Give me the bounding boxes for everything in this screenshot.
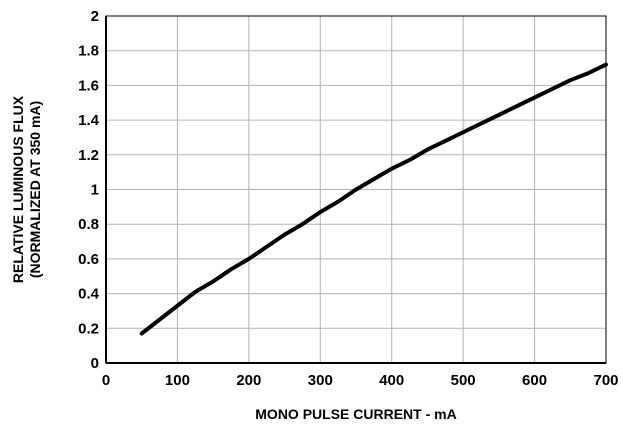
y-tick-label: 1 (91, 182, 99, 199)
y-tick-labels: 0 0.2 0.4 0.6 0.8 1 1.2 1.4 1.6 1.8 2 (78, 8, 100, 372)
x-tick-label: 400 (379, 372, 404, 389)
y-tick-label: 1.4 (78, 112, 100, 129)
y-tick-label: 1.2 (78, 147, 99, 164)
y-tick-label: 2 (91, 8, 99, 25)
y-tick-label: 0.2 (78, 320, 99, 337)
y-axis-title-line1: RELATIVE LUMINOUS FLUX (10, 95, 26, 283)
x-tick-label: 600 (522, 372, 547, 389)
y-tick-label: 0.4 (78, 286, 100, 303)
y-tick-label: 0 (91, 355, 99, 372)
x-tick-label: 700 (593, 372, 618, 389)
x-axis-title: MONO PULSE CURRENT - mA (255, 406, 456, 422)
x-tick-label: 0 (102, 372, 110, 389)
x-tick-label: 500 (451, 372, 476, 389)
y-tick-label: 0.6 (78, 251, 99, 268)
x-tick-labels: 0 100 200 300 400 500 600 700 (102, 372, 619, 389)
y-tick-label: 1.8 (78, 43, 99, 60)
y-axis-title-line2: (NORMALIZED AT 350 mA) (27, 101, 43, 278)
y-tick-label: 0.8 (78, 216, 99, 233)
series-line (139, 62, 608, 336)
y-tick-label: 1.6 (78, 77, 99, 94)
x-tick-label: 100 (165, 372, 190, 389)
x-tick-label: 300 (308, 372, 333, 389)
x-tick-label: 200 (236, 372, 261, 389)
